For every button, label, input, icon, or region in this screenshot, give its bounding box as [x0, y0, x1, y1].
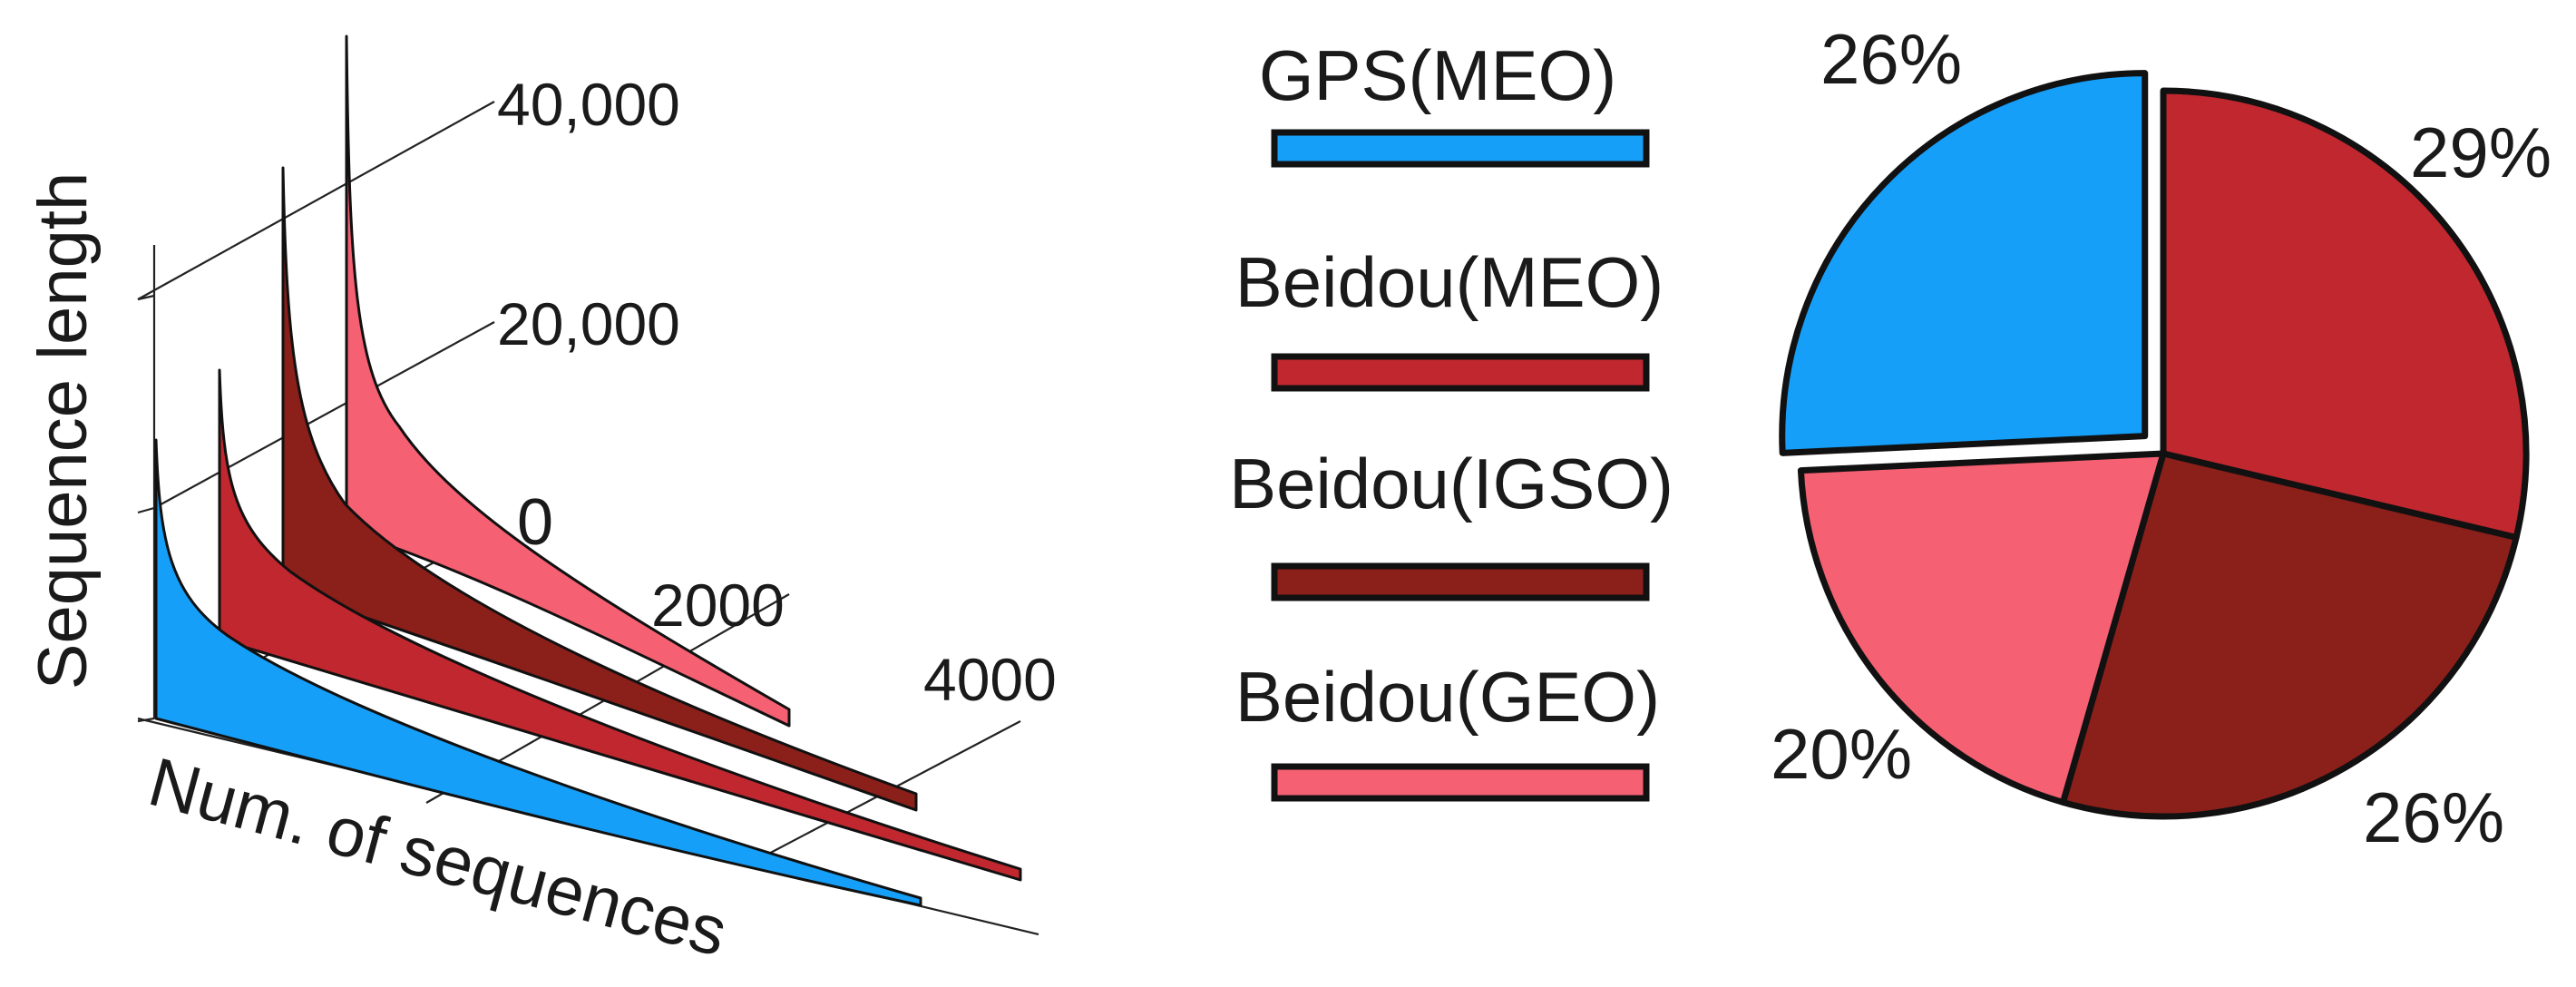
legend-label-beidou-geo: Beidou(GEO) [1235, 657, 1660, 737]
y-axis-title: Sequence length [24, 172, 102, 689]
legend-item-beidou-igso: Beidou(IGSO) [1229, 444, 1673, 601]
ridge-beidou-igso-area [281, 166, 918, 812]
x-tick-label-4000: 4000 [923, 646, 1057, 713]
pie-slice-beidou-geo [1797, 450, 2167, 806]
ridge-chart: 0 20,000 40,000 2000 4000 Sequence lengt… [24, 34, 1057, 972]
y-tick-label-20000: 20,000 [497, 290, 680, 357]
pie-label-gps-meo: 26% [1820, 19, 1962, 99]
pie-label-beidou-igso: 26% [2363, 777, 2504, 857]
legend: GPS(MEO) Beidou(MEO) Beidou(IGSO) Beidou… [1229, 35, 1673, 802]
ridge-beidou-meo [218, 368, 1022, 882]
legend-swatch-beidou-meo [1271, 353, 1650, 392]
ridge-gps-meo [154, 438, 922, 907]
pie-slice-gps-meo [1779, 70, 2149, 456]
legend-swatch-gps-meo [1271, 129, 1650, 168]
y-tick-label-40000: 40,000 [497, 71, 680, 138]
y-tick-mark-2 [137, 506, 155, 514]
pie-label-beidou-geo: 20% [1771, 714, 1912, 794]
legend-label-gps-meo: GPS(MEO) [1259, 35, 1616, 115]
pie-label-beidou-meo: 29% [2410, 112, 2552, 192]
ridge-beidou-geo [345, 34, 791, 728]
legend-label-beidou-igso: Beidou(IGSO) [1229, 444, 1673, 523]
x-tick-label-2000: 2000 [651, 572, 785, 639]
ridge-gps-meo-area [154, 438, 922, 907]
depth-gridline-20000 [153, 321, 495, 509]
y-tick-label-0: 0 [517, 486, 553, 559]
pie-slice-beidou-igso [2059, 450, 2520, 820]
legend-label-beidou-meo: Beidou(MEO) [1235, 242, 1664, 322]
legend-item-beidou-geo: Beidou(GEO) [1235, 657, 1660, 802]
ridge-beidou-geo-area [345, 34, 791, 728]
legend-item-gps-meo: GPS(MEO) [1259, 35, 1650, 168]
legend-item-beidou-meo: Beidou(MEO) [1235, 242, 1664, 392]
legend-swatch-beidou-igso [1271, 562, 1650, 601]
ridge-beidou-meo-area [218, 368, 1022, 882]
legend-swatch-beidou-geo [1271, 763, 1650, 802]
ridge-beidou-igso [281, 166, 918, 812]
depth-gridline-40000 [137, 101, 495, 300]
pie-slice-beidou-meo [2160, 87, 2530, 541]
pie-chart [1779, 70, 2530, 820]
